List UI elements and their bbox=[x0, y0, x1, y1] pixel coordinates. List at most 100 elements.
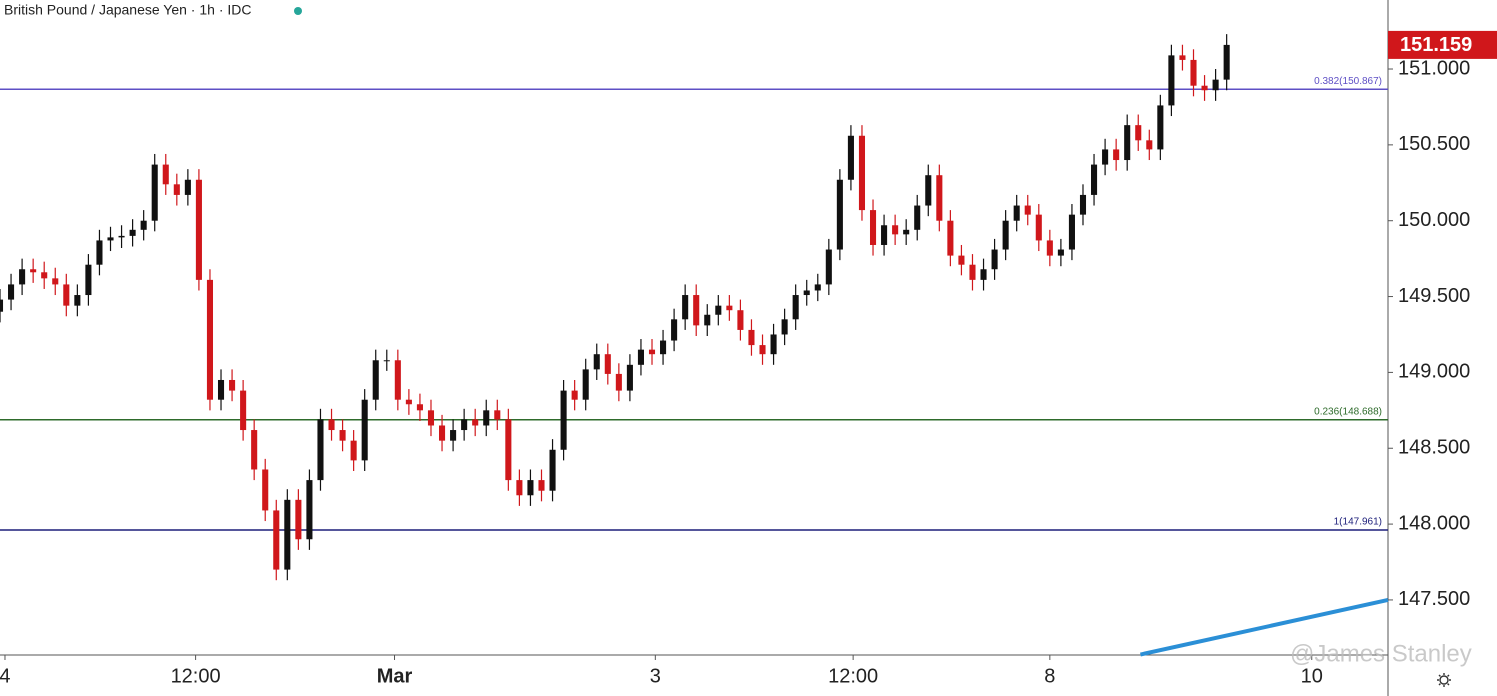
candle-body bbox=[1190, 59, 1197, 86]
candle-body bbox=[74, 295, 81, 306]
candle-body bbox=[858, 135, 866, 211]
candle-body bbox=[1002, 220, 1009, 250]
candle-body bbox=[682, 295, 689, 320]
candle-body bbox=[936, 175, 943, 221]
candle-body bbox=[1124, 125, 1131, 161]
candle-body bbox=[107, 237, 114, 241]
candle-body bbox=[206, 279, 214, 400]
candle-body bbox=[715, 305, 722, 315]
y-tick-label: 149.500 bbox=[1398, 285, 1470, 307]
candle-body bbox=[527, 480, 534, 496]
candle-body bbox=[516, 480, 523, 496]
candle-body bbox=[372, 360, 379, 400]
candle-body bbox=[781, 319, 788, 335]
candle-body bbox=[1179, 55, 1186, 60]
candle-body bbox=[604, 354, 611, 374]
candle-body bbox=[1146, 140, 1153, 150]
candle-body bbox=[19, 269, 26, 285]
candle-body bbox=[549, 449, 556, 491]
candle-body bbox=[1135, 125, 1142, 141]
candle-body bbox=[660, 340, 667, 355]
x-tick-label: 3 bbox=[650, 665, 661, 687]
candle-body bbox=[814, 284, 821, 291]
candle-body bbox=[461, 419, 468, 431]
y-tick-label: 150.500 bbox=[1398, 133, 1470, 155]
candle-body bbox=[770, 334, 777, 355]
candle-body bbox=[505, 419, 512, 481]
candle-body bbox=[671, 319, 678, 341]
y-tick-label: 149.000 bbox=[1398, 361, 1470, 383]
candle-body bbox=[892, 225, 899, 235]
candle-body bbox=[339, 430, 346, 441]
candle-body bbox=[284, 499, 291, 570]
candle-body bbox=[593, 354, 600, 370]
candle-body bbox=[173, 184, 180, 195]
candle-body bbox=[1068, 214, 1075, 250]
candle-body bbox=[273, 510, 280, 570]
x-tick-label: 12:00 bbox=[171, 665, 221, 687]
candle-body bbox=[494, 410, 501, 420]
x-tick-label: 4 bbox=[0, 665, 11, 687]
candle-body bbox=[903, 229, 910, 235]
candle-body bbox=[737, 310, 744, 330]
candle-body bbox=[825, 249, 832, 285]
candle-body bbox=[306, 480, 313, 540]
candle-body bbox=[405, 399, 412, 405]
candle-body bbox=[925, 175, 932, 206]
x-tick-label: 8 bbox=[1044, 665, 1055, 687]
chart-title: British Pound / Japanese Yen · 1h · IDC bbox=[4, 2, 251, 18]
candle-body bbox=[162, 164, 169, 185]
candle-body bbox=[1013, 205, 1020, 221]
candle-body bbox=[240, 390, 247, 431]
candle-body bbox=[847, 135, 854, 180]
candle-body bbox=[748, 329, 755, 346]
candle-body bbox=[438, 425, 446, 441]
candle-body bbox=[0, 299, 4, 312]
candle-body bbox=[958, 255, 965, 265]
candle-body bbox=[560, 390, 567, 450]
candle-body bbox=[637, 349, 644, 365]
settings-icon[interactable] bbox=[1437, 673, 1451, 687]
candle-body bbox=[394, 360, 401, 400]
candle-body bbox=[869, 210, 877, 245]
candle-body bbox=[427, 410, 435, 426]
y-tick-label: 150.000 bbox=[1398, 209, 1470, 231]
candle-body bbox=[759, 345, 766, 355]
candle-body bbox=[803, 290, 810, 296]
candle-body bbox=[184, 179, 191, 195]
candle-body bbox=[295, 499, 302, 540]
candle-body bbox=[1168, 55, 1175, 106]
candle-body bbox=[615, 373, 622, 391]
candle-body bbox=[140, 220, 147, 230]
candle-body bbox=[1201, 85, 1208, 91]
candle-body bbox=[1102, 149, 1109, 165]
candle-body bbox=[626, 364, 633, 391]
candle-body bbox=[85, 264, 92, 296]
candle-body bbox=[1223, 44, 1230, 80]
trendline bbox=[1140, 597, 1389, 657]
x-tick-label: 12:00 bbox=[828, 665, 878, 687]
last-price-label: 151.159 bbox=[1400, 34, 1472, 56]
candle-body bbox=[969, 264, 976, 280]
fib-level-label: 0.382(150.867) bbox=[1314, 76, 1382, 87]
fib-level-label: 0.236(148.688) bbox=[1314, 406, 1382, 417]
candle-body bbox=[582, 369, 589, 400]
fib-level-label: 1(147.961) bbox=[1334, 517, 1382, 528]
y-tick-label: 148.000 bbox=[1398, 512, 1470, 534]
last-price-box bbox=[1388, 30, 1497, 59]
candle-body bbox=[195, 179, 202, 280]
candle-body bbox=[792, 295, 799, 320]
candle-body bbox=[251, 430, 258, 470]
candle-body bbox=[317, 419, 324, 481]
y-tick-label: 147.500 bbox=[1398, 588, 1470, 610]
candle-body bbox=[648, 349, 656, 355]
candle-body bbox=[472, 419, 479, 426]
candle-body bbox=[416, 404, 423, 411]
candle-body bbox=[361, 399, 368, 461]
candle-body bbox=[991, 249, 998, 270]
candle-body bbox=[704, 314, 711, 326]
candle-body bbox=[229, 379, 236, 391]
candle-body bbox=[129, 229, 136, 236]
candle-body bbox=[538, 480, 545, 491]
candle-body bbox=[693, 295, 700, 326]
